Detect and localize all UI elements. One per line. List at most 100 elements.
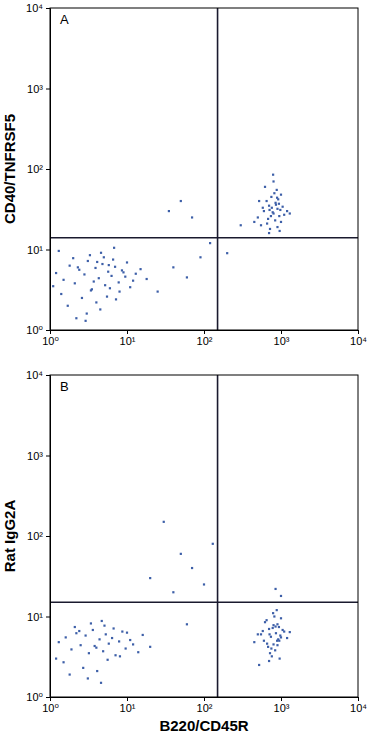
x-tick: 10⁰ — [42, 330, 59, 347]
event-point — [273, 192, 275, 194]
y-tick: 10⁰ — [26, 691, 50, 703]
event-point — [75, 317, 77, 319]
event-point — [268, 633, 270, 635]
event-point — [226, 252, 228, 254]
gate-horizontal — [50, 602, 358, 604]
x-tick-mark — [281, 330, 282, 334]
event-point — [278, 215, 280, 217]
event-point — [129, 286, 131, 288]
gates — [50, 375, 358, 697]
x-tick-label: 10⁴ — [350, 702, 367, 714]
event-point — [132, 643, 134, 645]
event-point — [62, 279, 64, 281]
panel: 10⁰10¹10²10³10⁴10⁰10¹10²10³10⁴ACD40/TNFR… — [1, 2, 367, 347]
event-point — [81, 297, 83, 299]
event-point — [266, 643, 268, 645]
event-point — [272, 612, 274, 614]
event-point — [258, 200, 260, 202]
y-tick: 10¹ — [27, 611, 50, 623]
x-tick-mark — [358, 330, 359, 334]
event-point — [100, 682, 102, 684]
x-tick: 10² — [197, 330, 213, 347]
event-point — [240, 224, 242, 226]
x-tick: 10¹ — [120, 330, 136, 347]
event-point — [275, 632, 277, 634]
event-point — [264, 186, 266, 188]
x-tick: 10³ — [274, 330, 290, 347]
event-point — [78, 269, 80, 271]
event-point — [286, 210, 288, 212]
x-tick-mark — [204, 697, 205, 701]
y-axis: 10⁰10¹10²10³10⁴ — [26, 369, 50, 703]
event-point — [85, 320, 87, 322]
event-point — [121, 269, 123, 271]
event-point — [263, 640, 265, 642]
event-point — [55, 657, 57, 659]
event-point — [77, 266, 79, 268]
points — [52, 174, 291, 322]
event-point — [72, 257, 74, 259]
y-tick-label: 10³ — [27, 450, 43, 462]
event-point — [253, 641, 255, 643]
y-axis-line — [46, 9, 51, 331]
event-point — [282, 206, 284, 208]
y-tick: 10² — [27, 163, 50, 175]
y-tick-mark — [46, 169, 50, 170]
event-point — [278, 626, 280, 628]
y-axis: 10⁰ 10¹ 10² 10³ 10⁴ — [26, 2, 50, 336]
y-tick: 10⁰ — [26, 324, 50, 336]
y-tick-label: 10⁰ — [26, 324, 43, 336]
event-point — [271, 655, 273, 657]
event-point — [113, 247, 115, 249]
event-point — [276, 609, 278, 611]
event-point — [103, 625, 105, 627]
event-point — [268, 205, 270, 207]
y-tick: 10¹ — [27, 244, 50, 256]
event-point — [52, 285, 54, 287]
event-point — [276, 189, 278, 191]
event-point — [279, 634, 281, 636]
event-point — [260, 633, 262, 635]
event-point — [139, 268, 141, 270]
chart-root: 10⁰10¹10²10³10⁴10⁰10¹10²10³10⁴ACD40/TNFR… — [0, 0, 375, 736]
event-point — [113, 627, 115, 629]
event-point — [191, 567, 193, 569]
event-point — [94, 645, 96, 647]
event-point — [70, 648, 72, 650]
event-point — [100, 252, 102, 254]
event-point — [114, 266, 116, 268]
y-tick: 10⁴ — [26, 369, 50, 381]
event-point — [96, 261, 98, 263]
gates — [50, 8, 358, 330]
event-point — [276, 208, 278, 210]
x-tick: 10³ — [274, 697, 290, 714]
event-point — [98, 277, 100, 279]
event-point — [107, 271, 109, 273]
x-axis: 10⁰10¹10²10³10⁴ — [42, 697, 367, 714]
event-point — [274, 219, 276, 221]
event-point — [268, 628, 270, 630]
event-point — [137, 651, 139, 653]
y-tick-label: 10³ — [27, 83, 43, 95]
event-point — [280, 221, 282, 223]
event-point — [186, 276, 188, 278]
event-point — [124, 276, 126, 278]
event-point — [163, 521, 165, 523]
event-point — [278, 203, 280, 205]
event-point — [99, 308, 101, 310]
event-point — [283, 214, 285, 216]
event-point — [209, 242, 211, 244]
event-point — [85, 634, 87, 636]
event-point — [105, 633, 107, 635]
event-point — [268, 232, 270, 234]
event-point — [253, 221, 255, 223]
x-tick-mark — [204, 330, 205, 334]
event-point — [69, 673, 71, 675]
event-point — [274, 588, 276, 590]
event-point — [272, 174, 274, 176]
event-point — [106, 295, 108, 297]
y-tick-label: 10⁴ — [26, 2, 43, 14]
y-tick: 10³ — [27, 83, 50, 95]
y-axis-title: Rat IgG2A — [1, 500, 18, 573]
event-point — [149, 577, 151, 579]
